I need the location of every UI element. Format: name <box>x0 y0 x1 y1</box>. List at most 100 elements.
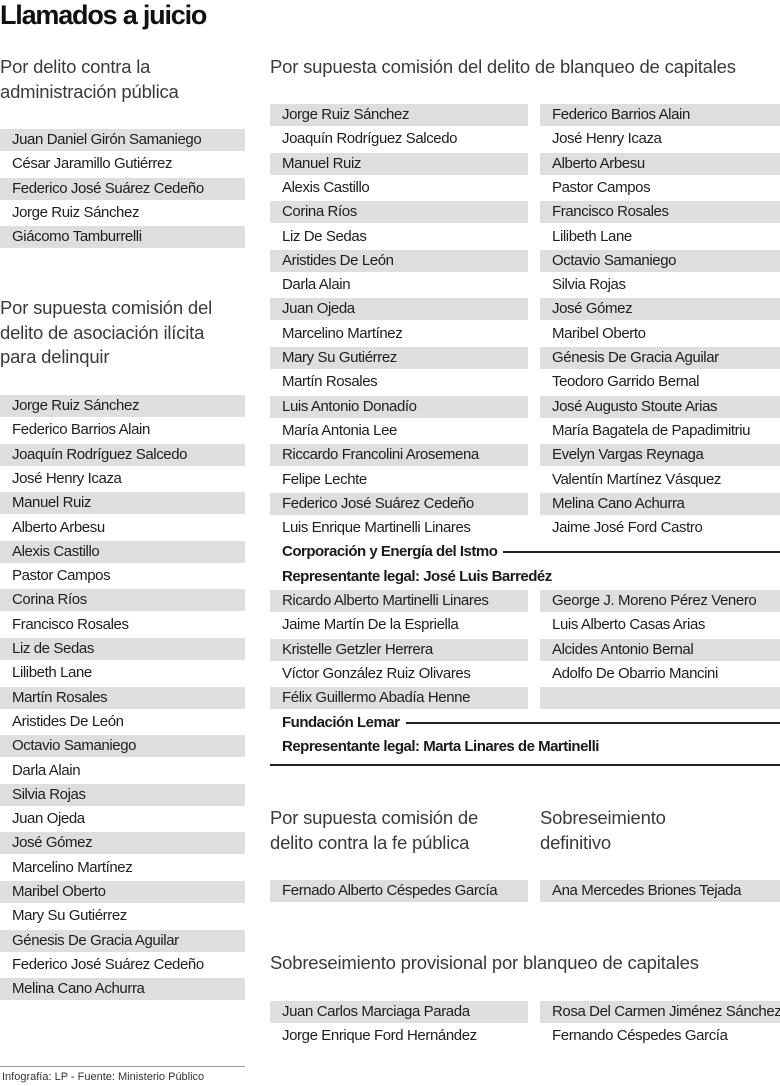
person-name: María Bagatela de Papadimitriu <box>552 421 751 439</box>
row-stripe <box>540 201 780 224</box>
person-name: Luis Alberto Casas Arias <box>552 616 705 634</box>
person-name: Génesis De Gracia Aguilar <box>12 931 179 949</box>
row-stripe <box>0 832 245 855</box>
row-stripe <box>540 880 780 902</box>
person-name: José Gómez <box>12 834 93 852</box>
person-name: Silvia Rojas <box>12 785 86 803</box>
row-stripe <box>540 638 780 661</box>
person-name: Jorge Ruiz Sánchez <box>282 106 410 123</box>
person-name: Martín Rosales <box>282 373 378 391</box>
divider <box>270 764 780 766</box>
row-stripe <box>0 226 245 249</box>
row-stripe <box>0 686 245 709</box>
row-stripe <box>0 929 245 952</box>
person-name: José Gómez <box>552 300 633 318</box>
person-name: Marcelino Martínez <box>12 858 133 876</box>
person-name: Juan Carlos Marciaga Parada <box>282 1003 470 1020</box>
person-name: Maribel Oberto <box>12 883 106 900</box>
entity-representative: Representante legal: José Luis Barredéz <box>282 567 552 585</box>
row-stripe <box>270 104 528 126</box>
person-name: José Augusto Stoute Arias <box>552 397 718 415</box>
row-stripe <box>0 978 245 1001</box>
person-name: Francisco Rosales <box>552 203 669 221</box>
person-name: Víctor González Ruiz Olivares <box>282 664 471 682</box>
section-heading: Por supuesta comisión del delito de asoc… <box>0 297 212 367</box>
person-name: Corina Ríos <box>282 203 357 221</box>
person-name: Darla Alain <box>282 276 351 294</box>
entity-rule <box>405 721 780 724</box>
row-stripe <box>270 347 528 369</box>
row-stripe <box>540 104 780 126</box>
person-name: Octavio Samaniego <box>552 251 677 269</box>
person-name: Adolfo De Obarrio Mancini <box>552 664 718 682</box>
entity-name-text: Corporación y Energía del Istmo <box>282 543 498 561</box>
person-name: Alexis Castillo <box>12 542 100 560</box>
person-name: Jaime Martín De la Espriella <box>282 616 459 634</box>
person-name: Félix Guillermo Abadía Henne <box>282 689 471 707</box>
row-stripe <box>540 590 780 612</box>
person-name: Riccardo Francolini Arosemena <box>282 446 479 464</box>
row-stripe <box>540 444 780 467</box>
person-name: José Henry Icaza <box>552 130 662 148</box>
person-name: Aristides De León <box>12 712 124 730</box>
row-stripe <box>540 492 780 515</box>
person-name: Martín Rosales <box>12 688 108 706</box>
person-name: Juan Daniel Girón Samaniego <box>12 131 202 148</box>
person-name: Lilibeth Lane <box>552 227 632 245</box>
person-name: Federico Barrios Alain <box>12 421 150 439</box>
person-name: Rosa Del Carmen Jiménez Sánchez <box>552 1003 780 1020</box>
person-name: Fernando Céspedes García <box>552 1027 728 1045</box>
person-name: Jorge Ruiz Sánchez <box>12 203 140 221</box>
person-name: Jaime José Ford Castro <box>552 519 703 537</box>
row-stripe <box>0 735 245 758</box>
row-stripe <box>270 880 528 902</box>
row-stripe <box>270 492 528 515</box>
person-name: Manuel Ruiz <box>12 494 91 512</box>
person-name: Joaquín Rodríguez Salcedo <box>282 130 458 148</box>
person-name: Darla Alain <box>12 761 81 779</box>
person-name: Alberto Arbesu <box>552 154 645 172</box>
person-name: Liz De Sedas <box>282 227 367 245</box>
person-name: Marcelino Martínez <box>282 324 403 342</box>
section-heading: Por supuesta comisión del delito de blan… <box>270 56 736 77</box>
person-name: Melina Cano Achurra <box>12 980 145 998</box>
person-name: George J. Moreno Pérez Venero <box>552 592 757 609</box>
person-name: Aristides De León <box>282 251 394 269</box>
row-stripe <box>0 395 245 417</box>
person-name: Mary Su Gutiérrez <box>282 349 397 366</box>
person-name: Mary Su Gutiérrez <box>12 907 127 925</box>
row-stripe <box>0 881 245 903</box>
person-name: Joaquín Rodríguez Salcedo <box>12 445 188 463</box>
row-stripe <box>540 152 780 175</box>
row-stripe <box>270 687 528 710</box>
section-heading: Sobreseimiento definitivo <box>540 807 666 853</box>
person-name: Génesis De Gracia Aguilar <box>552 349 719 366</box>
row-stripe <box>270 444 528 467</box>
entity-rule <box>503 551 780 554</box>
person-name: Lilibeth Lane <box>12 664 92 682</box>
entity-name: Fundación Lemar <box>282 711 780 735</box>
person-name: Fernado Alberto Céspedes García <box>282 882 498 899</box>
row-stripe <box>270 1001 528 1023</box>
row-stripe <box>0 783 245 806</box>
row-stripe <box>0 443 245 466</box>
entity-name: Corporación y Energía del Istmo <box>282 540 780 564</box>
section-heading: Por supuesta comisión de delito contra l… <box>270 807 479 853</box>
person-name: Federico José Suárez Cedeño <box>282 494 474 512</box>
person-name: Melina Cano Achurra <box>552 494 685 512</box>
row-stripe <box>270 395 528 418</box>
person-name: Liz de Sedas <box>12 640 94 657</box>
row-stripe <box>270 201 528 224</box>
row-stripe <box>0 129 245 151</box>
section-heading: Por delito contra la administración públ… <box>0 56 179 102</box>
person-name: José Henry Icaza <box>12 469 122 487</box>
person-name: Federico José Suárez Cedeño <box>12 179 204 197</box>
person-name: Juan Ojeda <box>282 300 355 318</box>
person-name: César Jaramillo Gutiérrez <box>12 155 173 173</box>
person-name: Federico Barrios Alain <box>552 106 690 123</box>
person-name: Silvia Rojas <box>552 276 626 294</box>
row-stripe <box>540 298 780 321</box>
person-name: Evelyn Vargas Reynaga <box>552 446 704 464</box>
person-name: María Antonia Lee <box>282 421 397 439</box>
